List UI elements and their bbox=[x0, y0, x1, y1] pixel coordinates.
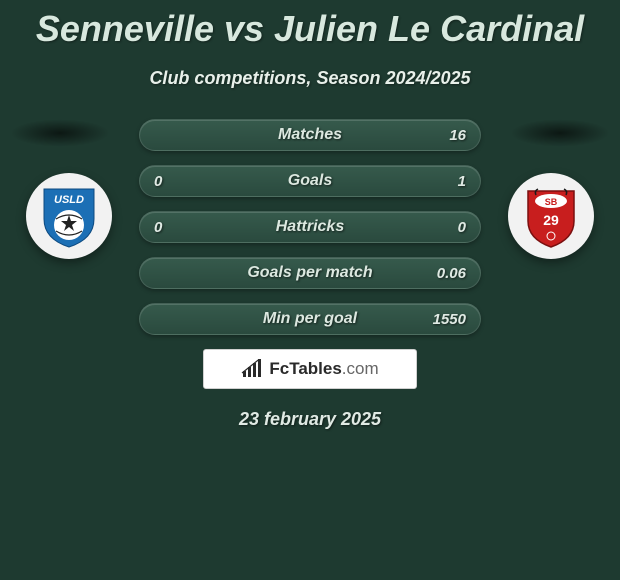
page-title: Senneville vs Julien Le Cardinal bbox=[0, 0, 620, 50]
watermark-brand: FcTables bbox=[269, 359, 341, 378]
date-label: 23 february 2025 bbox=[0, 409, 620, 430]
usld-crest-icon: USLD bbox=[34, 181, 104, 251]
stat-row-matches: Matches 16 bbox=[139, 119, 481, 151]
watermark-suffix: .com bbox=[342, 359, 379, 378]
stat-right-value: 1550 bbox=[433, 311, 466, 328]
svg-text:29: 29 bbox=[543, 212, 559, 228]
svg-text:SB: SB bbox=[545, 197, 558, 207]
club-badge-left: USLD bbox=[26, 173, 112, 259]
sb29-crest-icon: SB 29 bbox=[516, 181, 586, 251]
stat-label: Goals per match bbox=[247, 264, 372, 282]
stat-row-goals-per-match: Goals per match 0.06 bbox=[139, 257, 481, 289]
player-shadow-right bbox=[510, 119, 610, 147]
bar-chart-icon bbox=[241, 359, 263, 379]
subtitle: Club competitions, Season 2024/2025 bbox=[0, 68, 620, 89]
player-shadow-left bbox=[10, 119, 110, 147]
comparison-panel: USLD SB 29 Matches 16 0 Goals 1 0 bbox=[0, 119, 620, 430]
club-badge-right: SB 29 bbox=[508, 173, 594, 259]
stat-right-value: 0 bbox=[458, 219, 466, 236]
stat-row-hattricks: 0 Hattricks 0 bbox=[139, 211, 481, 243]
stat-label: Min per goal bbox=[263, 310, 357, 328]
stat-left-value: 0 bbox=[154, 219, 162, 236]
watermark-text: FcTables.com bbox=[269, 359, 378, 379]
stat-label: Hattricks bbox=[276, 218, 344, 236]
stat-right-value: 1 bbox=[458, 173, 466, 190]
stat-right-value: 16 bbox=[449, 127, 466, 144]
svg-text:USLD: USLD bbox=[54, 194, 84, 206]
stat-label: Goals bbox=[288, 172, 332, 190]
stat-left-value: 0 bbox=[154, 173, 162, 190]
stat-row-min-per-goal: Min per goal 1550 bbox=[139, 303, 481, 335]
stat-right-value: 0.06 bbox=[437, 265, 466, 282]
stat-label: Matches bbox=[278, 126, 342, 144]
stat-rows: Matches 16 0 Goals 1 0 Hattricks 0 Goals… bbox=[139, 119, 481, 335]
stat-row-goals: 0 Goals 1 bbox=[139, 165, 481, 197]
watermark: FcTables.com bbox=[203, 349, 417, 389]
